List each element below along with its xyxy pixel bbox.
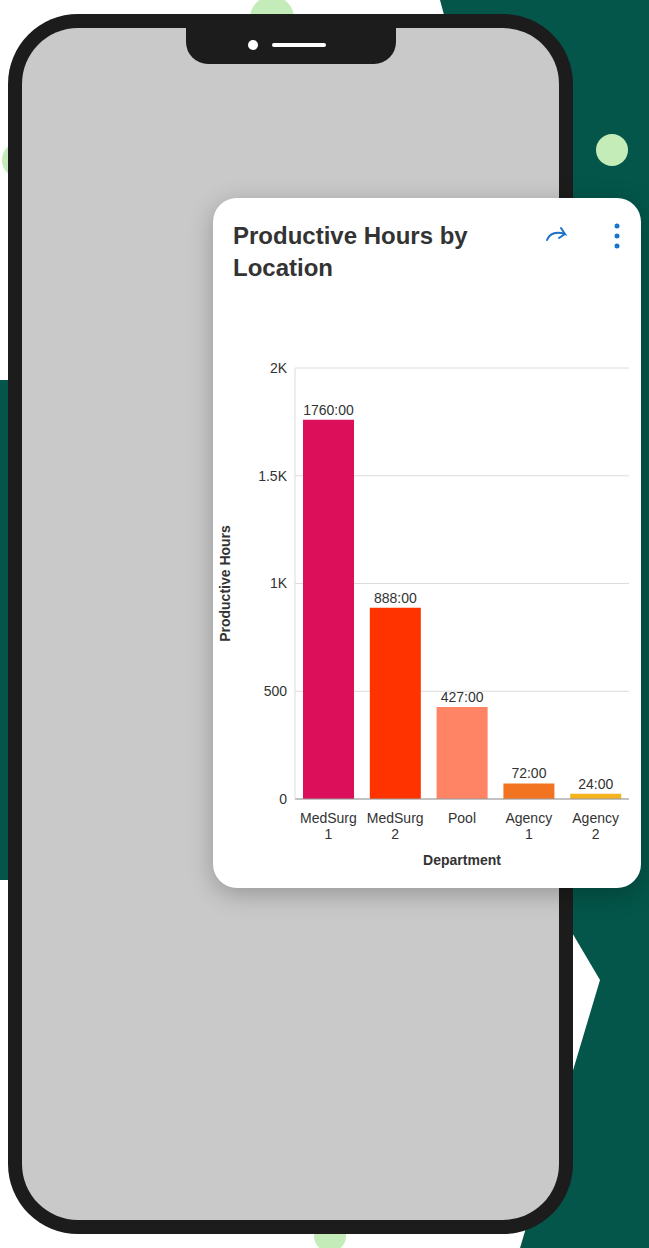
svg-text:Agency2: Agency2	[572, 810, 619, 842]
svg-text:Department: Department	[423, 852, 501, 868]
svg-text:1.5K: 1.5K	[258, 468, 287, 484]
svg-text:MedSurg1: MedSurg1	[300, 810, 357, 842]
svg-text:Productive Hours: Productive Hours	[217, 525, 233, 642]
svg-text:72:00: 72:00	[511, 765, 546, 781]
svg-text:1760:00: 1760:00	[303, 402, 354, 418]
svg-text:Pool: Pool	[448, 810, 476, 826]
svg-text:MedSurg2: MedSurg2	[367, 810, 424, 842]
svg-text:888:00: 888:00	[374, 590, 417, 606]
svg-text:24:00: 24:00	[578, 776, 613, 792]
svg-text:Agency1: Agency1	[505, 810, 552, 842]
svg-text:2K: 2K	[270, 360, 288, 376]
html-text:Productive Hours by Location: Productive Hours by Location	[233, 222, 468, 281]
svg-text:0: 0	[279, 791, 287, 807]
svg-text:1K: 1K	[270, 575, 288, 591]
svg-text:427:00: 427:00	[441, 689, 484, 705]
svg-text:500: 500	[264, 683, 288, 699]
